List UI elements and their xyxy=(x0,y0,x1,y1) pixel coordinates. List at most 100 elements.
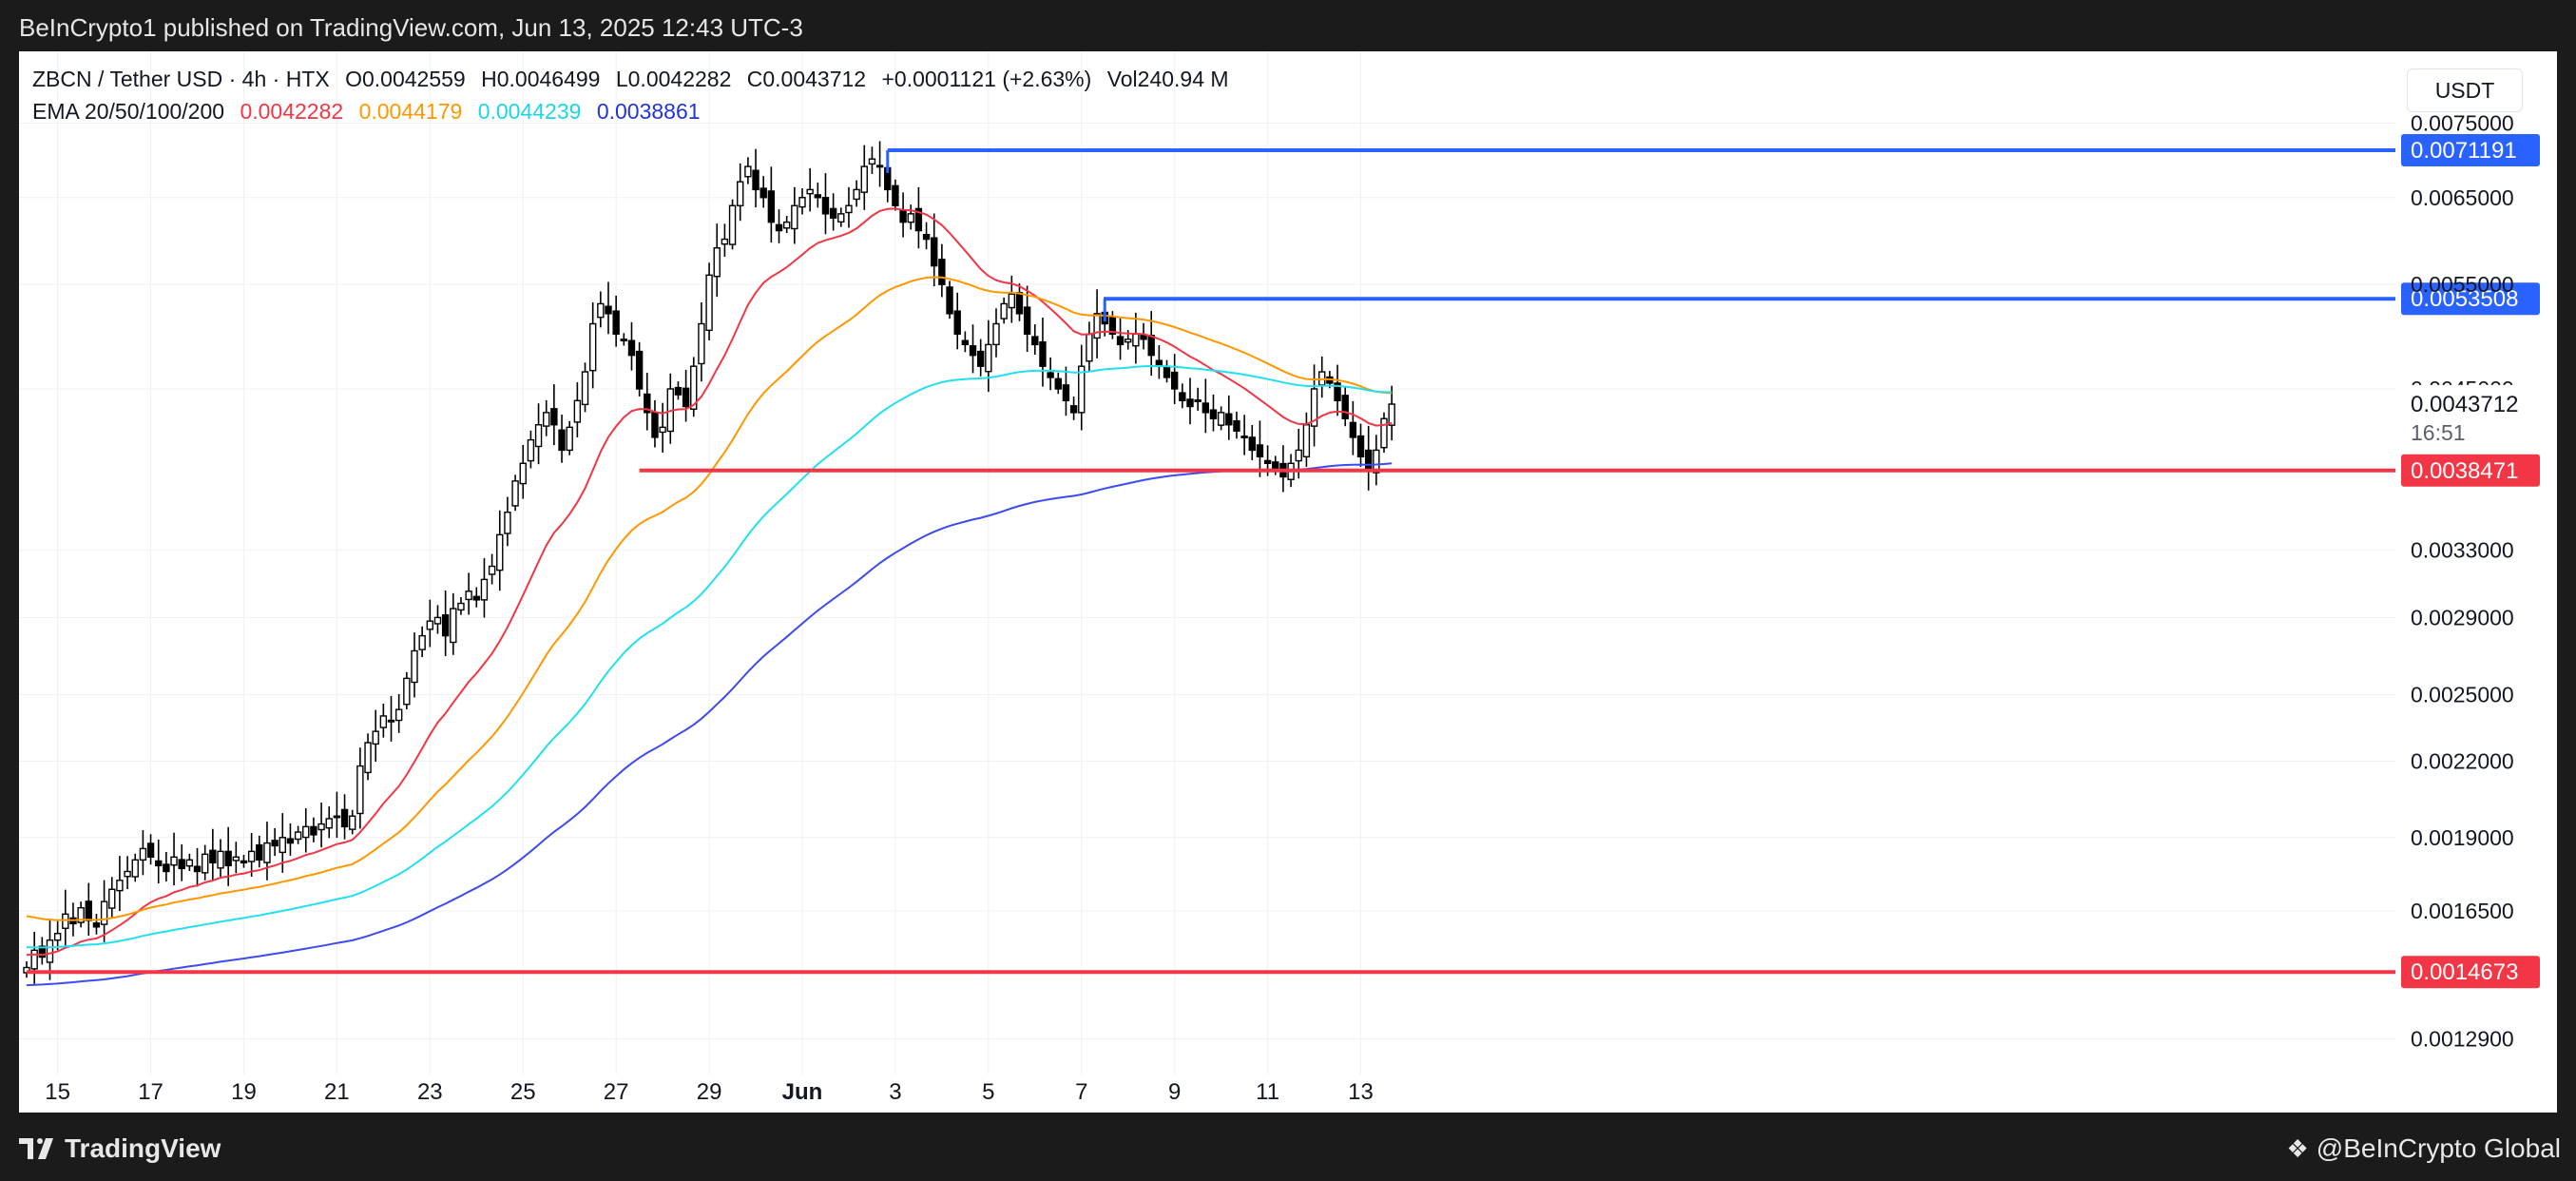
candle-body xyxy=(953,310,961,336)
price-chart[interactable]: 0.0071191 0.0053508 0.0038471 0.0014673 0.00… xyxy=(19,51,2557,1113)
candle-body xyxy=(247,850,256,862)
candle-body xyxy=(146,842,155,859)
candle-body xyxy=(728,204,737,245)
candle-body xyxy=(605,305,612,315)
x-tick-label: 25 xyxy=(510,1079,536,1105)
candle-body xyxy=(356,765,364,815)
candle-body xyxy=(511,480,519,507)
candle-body xyxy=(465,590,472,601)
candle-body xyxy=(62,913,69,929)
candle-body xyxy=(1295,449,1302,462)
candle-body xyxy=(433,616,442,625)
candle-body xyxy=(333,815,341,819)
candle-body xyxy=(418,634,426,650)
candle-body xyxy=(1256,444,1264,458)
candle-body xyxy=(814,194,822,199)
candle-body xyxy=(53,933,62,941)
candle-body xyxy=(441,613,450,637)
candle-body xyxy=(1240,436,1248,438)
y-tick-label: 0.0055000 xyxy=(2411,272,2514,297)
candle-body xyxy=(1302,424,1311,458)
candle-body xyxy=(450,608,457,644)
candle-body xyxy=(364,742,372,774)
candle-body xyxy=(317,823,325,831)
candle-body xyxy=(892,184,899,206)
candle-body xyxy=(1186,398,1194,408)
candle-body xyxy=(798,197,806,208)
chart-background xyxy=(19,51,2557,1113)
volume-value: Vol240.94 M xyxy=(1106,67,1229,91)
y-tick-label: 0.0012900 xyxy=(2411,1027,2514,1052)
candle-body xyxy=(752,169,759,191)
tradingview-logo[interactable]: TradingView xyxy=(19,1133,221,1164)
candle-body xyxy=(1125,339,1132,343)
watermark: ❖ @BeInCrypto Global xyxy=(2286,1133,2561,1164)
candle-body xyxy=(1086,333,1093,362)
candle-body xyxy=(217,850,224,869)
y-tick-label: 0.0016500 xyxy=(2411,899,2514,923)
ema20-line xyxy=(26,207,1393,957)
candle-body xyxy=(922,233,931,241)
close-value: C0.0043712 xyxy=(746,67,867,91)
candle-body xyxy=(713,247,721,278)
candle-body xyxy=(767,190,776,223)
candle-body xyxy=(201,853,209,874)
current-price-label: 0.0043712 xyxy=(2411,392,2518,417)
candle-body xyxy=(588,322,597,372)
candle-body xyxy=(527,438,535,462)
candle-body xyxy=(131,859,139,878)
candle-body xyxy=(1078,365,1086,414)
ema-legend[interactable]: EMA 20/50/100/200 0.0042282 0.0044179 0.… xyxy=(32,99,710,125)
chart-panel[interactable]: 0.0071191 0.0053508 0.0038471 0.0014673 0.00… xyxy=(19,51,2557,1113)
candle-body xyxy=(969,345,977,357)
level-label-box xyxy=(2401,133,2540,166)
candle-body xyxy=(1364,449,1373,472)
candle-body xyxy=(46,939,54,963)
ema200-line xyxy=(26,462,1393,987)
candle-body xyxy=(1047,372,1054,378)
level-label-box xyxy=(2401,454,2540,487)
countdown-label: 16:51 xyxy=(2411,420,2466,445)
tradingview-icon xyxy=(19,1138,55,1159)
ema-label: EMA 20/50/100/200 xyxy=(32,99,225,124)
candle-body xyxy=(1140,334,1147,340)
candle-body xyxy=(759,187,767,199)
candle-body xyxy=(1233,419,1240,432)
candle-body xyxy=(1008,293,1016,309)
candle-body xyxy=(1069,405,1078,414)
candle-body xyxy=(1388,403,1395,426)
candle-body xyxy=(349,815,356,830)
candle-body xyxy=(394,708,403,722)
candle-body xyxy=(1132,333,1140,347)
low-value: L0.0042282 xyxy=(615,67,732,91)
symbol-label[interactable]: ZBCN / Tether USD · 4h · HTX xyxy=(32,67,330,91)
watermark-text: @BeInCrypto Global xyxy=(2316,1133,2561,1163)
candle-body xyxy=(155,860,163,867)
candle-body xyxy=(457,602,465,611)
candle-body xyxy=(504,512,511,534)
y-tick-label: 0.0025000 xyxy=(2411,683,2514,707)
currency-unit-button[interactable]: USDT xyxy=(2407,68,2523,112)
candle-body xyxy=(30,949,38,970)
candle-body xyxy=(635,350,644,390)
candle-body xyxy=(931,237,938,267)
candle-body xyxy=(302,825,310,839)
level-price-label: 0.0038471 xyxy=(2411,458,2518,484)
candle-body xyxy=(744,165,752,178)
level-price-label: 0.0014673 xyxy=(2411,959,2518,985)
x-tick-label: 9 xyxy=(1168,1079,1181,1105)
x-tick-label: 29 xyxy=(697,1079,722,1105)
beincrypto-icon: ❖ xyxy=(2286,1133,2309,1163)
candle-body xyxy=(1054,378,1062,390)
candle-body xyxy=(1248,436,1256,452)
ema20-value: 0.0042282 xyxy=(240,99,344,124)
candle-body xyxy=(379,715,388,728)
x-tick-label: 7 xyxy=(1075,1079,1087,1105)
ema100-value: 0.0044239 xyxy=(477,99,582,124)
candle-body xyxy=(791,204,798,230)
candle-body xyxy=(77,906,85,923)
footer-bar: TradingView ❖ @BeInCrypto Global xyxy=(0,1113,2576,1181)
x-tick-label: 23 xyxy=(417,1079,443,1105)
candle-body xyxy=(1225,413,1233,426)
candle-body xyxy=(240,860,248,864)
